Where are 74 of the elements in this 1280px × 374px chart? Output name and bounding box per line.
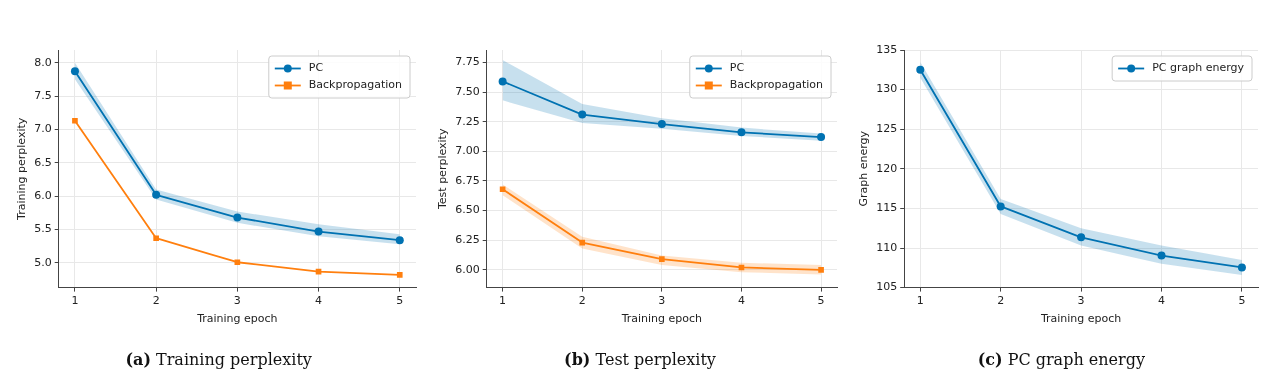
point [70, 67, 79, 76]
y-tick-label: 7.50 [455, 84, 480, 98]
y-axis-title: Graph energy [857, 130, 871, 207]
point [916, 65, 925, 74]
x-axis-title: Training epoch [620, 312, 703, 326]
text: (c) PC graph energy [977, 350, 1145, 369]
point [578, 110, 587, 119]
x-tick-label: 2 [997, 294, 1005, 308]
x-axis-title: Training epoch [195, 312, 278, 326]
legend-label: PC [729, 61, 745, 75]
y-tick-label: 7.0 [33, 122, 52, 136]
y-axis-title: Training perplexity [15, 117, 29, 221]
x-tick-label: 5 [817, 294, 825, 308]
y-tick-label: 120 [876, 161, 898, 175]
y-tick-label: 6.0 [33, 189, 52, 203]
x-tick-label: 5 [395, 294, 403, 308]
point [71, 117, 78, 124]
x-tick-label: 2 [152, 294, 160, 308]
y-tick-label: 7.25 [455, 114, 480, 128]
x-tick-label: 5 [1238, 294, 1246, 308]
point [817, 133, 826, 142]
point [499, 186, 506, 193]
point [818, 267, 824, 273]
point [579, 239, 586, 246]
y-tick-label: 6.75 [455, 173, 480, 187]
x-tick-label: 1 [917, 294, 925, 308]
point [659, 256, 665, 262]
point [1077, 233, 1086, 242]
y-tick-label: 5.0 [33, 255, 52, 269]
y-tick-label: 6.25 [455, 233, 480, 247]
y-tick-label: 6.00 [455, 262, 480, 276]
x-tick-label: 1 [499, 294, 507, 308]
point [152, 235, 159, 242]
point [233, 213, 241, 222]
y-tick-label: 105 [876, 280, 898, 294]
y-axis-title: Test perplexity [436, 128, 450, 211]
y-tick-label: 110 [876, 240, 898, 254]
y-tick-label: 135 [876, 42, 898, 56]
text: (b) Test perplexity [564, 350, 716, 369]
point [234, 259, 240, 266]
x-tick-label: 4 [1158, 294, 1166, 308]
y-tick-label: 7.00 [455, 144, 480, 158]
y-tick-label: 130 [876, 82, 898, 96]
y-tick-label: 115 [876, 201, 898, 215]
point [737, 128, 746, 137]
x-tick-label: 2 [578, 294, 586, 308]
x-tick-label: 3 [1077, 294, 1085, 308]
x-tick-label: 4 [314, 294, 322, 308]
y-tick-label: 7.75 [455, 55, 480, 69]
legend-label: PC [308, 61, 324, 75]
y-tick-label: 5.5 [33, 222, 52, 236]
point [396, 272, 403, 278]
y-tick-label: 6.50 [455, 203, 480, 217]
legend-label: Backpropagation [308, 78, 402, 92]
y-tick-label: 8.0 [33, 55, 52, 69]
legend-label: PC graph energy [1152, 61, 1245, 75]
point [395, 236, 404, 245]
x-axis-title: Training epoch [1040, 312, 1122, 326]
point [1157, 251, 1166, 260]
text: (a) Training perplexity [125, 350, 312, 369]
point [151, 190, 160, 199]
legend-label: Backpropagation [729, 78, 824, 92]
x-tick-label: 1 [71, 294, 79, 308]
y-tick-label: 125 [876, 122, 898, 136]
x-tick-label: 3 [233, 294, 241, 308]
x-tick-label: 3 [658, 294, 666, 308]
point [498, 77, 507, 86]
point [657, 120, 666, 129]
point [1238, 263, 1247, 272]
point [314, 227, 323, 236]
y-tick-label: 7.5 [33, 88, 52, 102]
y-tick-label: 6.5 [33, 155, 52, 169]
x-tick-label: 4 [737, 294, 745, 308]
point [997, 202, 1005, 211]
